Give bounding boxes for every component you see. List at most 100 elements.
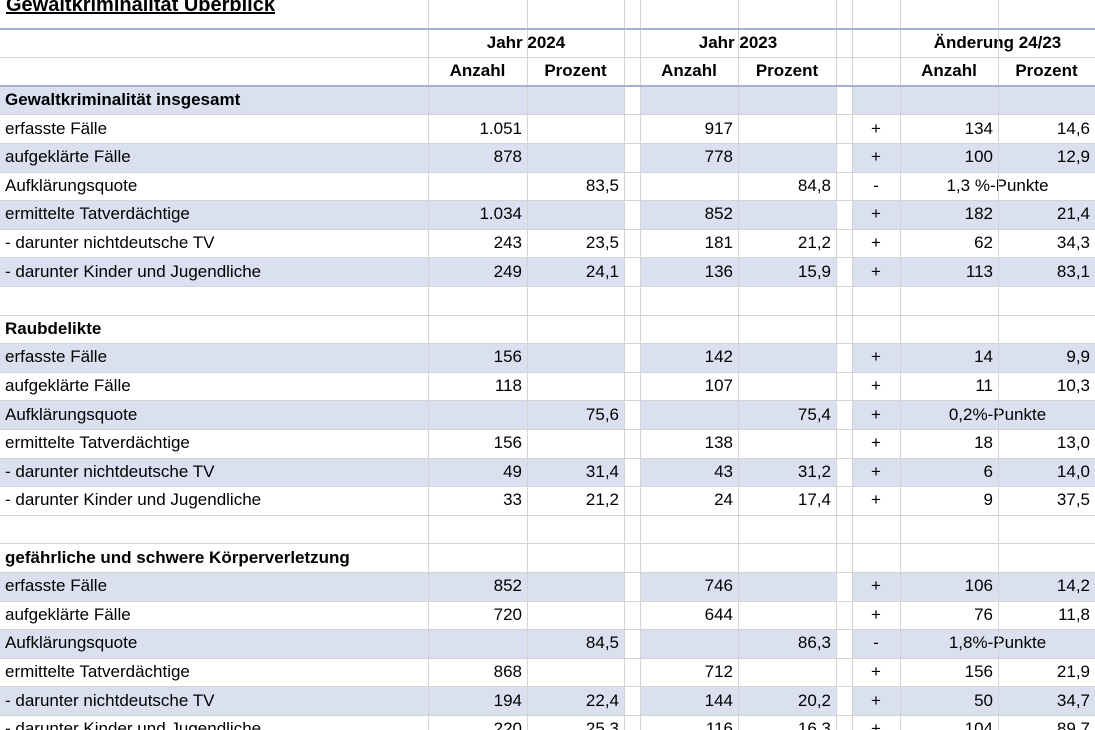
row-label[interactable]: Aufklärungsquote: [5, 633, 138, 653]
row-label[interactable]: - darunter nichtdeutsche TV: [5, 233, 215, 253]
cell-sign[interactable]: +: [871, 233, 881, 253]
cell-dp[interactable]: 11,8: [1058, 604, 1090, 624]
cell-p24[interactable]: [527, 114, 624, 143]
cell-sign[interactable]: +: [871, 204, 881, 224]
cell-p24[interactable]: [527, 572, 624, 601]
cell-p23[interactable]: 84,8: [797, 175, 831, 195]
cell-p24[interactable]: 83,5: [585, 175, 619, 195]
header-change-percent[interactable]: Prozent: [1015, 61, 1078, 81]
cell-a24[interactable]: 243: [493, 233, 522, 253]
header-2023-count[interactable]: Anzahl: [661, 61, 717, 81]
cell-dp[interactable]: 14,6: [1056, 118, 1090, 138]
cell-sign[interactable]: +: [871, 461, 881, 481]
cell-dp[interactable]: 34,7: [1056, 690, 1090, 710]
cell-a23[interactable]: 24: [714, 490, 733, 510]
cell-dp[interactable]: 34,3: [1056, 233, 1090, 253]
cell-a23[interactable]: 136: [704, 261, 733, 281]
row-label[interactable]: erfasste Fälle: [5, 118, 108, 138]
header-2024-percent[interactable]: Prozent: [544, 61, 607, 81]
section-title[interactable]: gefährliche und schwere Körperverletzung: [5, 547, 350, 567]
cell-quote-change[interactable]: 1,8%-Punkte: [900, 629, 1095, 658]
cell-a23[interactable]: 43: [714, 461, 733, 481]
cell-a24[interactable]: [428, 629, 527, 658]
cell-p24[interactable]: 23,5: [585, 233, 619, 253]
cell-sign[interactable]: +: [871, 433, 881, 453]
cell-da[interactable]: 113: [965, 261, 993, 281]
cell-dp[interactable]: 13,0: [1056, 433, 1090, 453]
cell-a23[interactable]: [640, 400, 738, 429]
cell-da[interactable]: 62: [974, 233, 993, 253]
cell-p23[interactable]: 17,4: [797, 490, 831, 510]
cell-a23[interactable]: 116: [705, 719, 733, 730]
cell-a23[interactable]: [640, 172, 738, 201]
cell-p23[interactable]: [738, 200, 836, 229]
cell-p23[interactable]: [738, 601, 836, 630]
row-label[interactable]: ermittelte Tatverdächtige: [5, 204, 190, 224]
cell-sign[interactable]: +: [871, 404, 881, 424]
group-header-2023[interactable]: Jahr 2023: [698, 32, 778, 52]
row-label[interactable]: - darunter Kinder und Jugendliche: [5, 719, 262, 730]
row-label[interactable]: aufgeklärte Fälle: [5, 604, 131, 624]
cell-a23[interactable]: 712: [704, 662, 733, 682]
cell-p24[interactable]: [527, 372, 624, 401]
cell-a23[interactable]: 778: [704, 147, 733, 167]
cell-p23[interactable]: [738, 572, 836, 601]
cell-da[interactable]: 156: [964, 662, 993, 682]
cell-dp[interactable]: 9,9: [1066, 347, 1090, 367]
cell-a24[interactable]: 1.051: [479, 118, 522, 138]
cell-sign[interactable]: +: [871, 490, 881, 510]
cell-p23[interactable]: 15,9: [797, 261, 831, 281]
cell-sign[interactable]: +: [871, 147, 881, 167]
cell-sign[interactable]: +: [871, 261, 881, 281]
group-header-2024[interactable]: Jahr 2024: [486, 32, 566, 52]
cell-a24[interactable]: 156: [493, 347, 522, 367]
cell-da[interactable]: 182: [964, 204, 993, 224]
cell-a24[interactable]: 118: [494, 376, 522, 396]
cell-sign[interactable]: +: [871, 376, 881, 396]
cell-sign[interactable]: +: [871, 118, 881, 138]
row-label[interactable]: aufgeklärte Fälle: [5, 147, 131, 167]
cell-p24[interactable]: 22,4: [585, 690, 619, 710]
row-label[interactable]: - darunter Kinder und Jugendliche: [5, 261, 262, 281]
cell-p24[interactable]: [527, 429, 624, 458]
section-title[interactable]: Raubdelikte: [5, 318, 102, 338]
cell-p23[interactable]: 16,3: [797, 719, 831, 730]
cell-p24[interactable]: 31,4: [585, 461, 619, 481]
cell-p24[interactable]: [527, 200, 624, 229]
cell-sign[interactable]: -: [873, 175, 879, 195]
cell-a24[interactable]: 720: [493, 604, 522, 624]
cell-a23[interactable]: 144: [704, 690, 733, 710]
cell-a24[interactable]: [428, 172, 527, 201]
cell-p24[interactable]: 84,5: [585, 633, 619, 653]
cell-p23[interactable]: 20,2: [797, 690, 831, 710]
cell-da[interactable]: 18: [974, 433, 993, 453]
cell-dp[interactable]: 12,9: [1056, 147, 1090, 167]
row-label[interactable]: erfasste Fälle: [5, 576, 108, 596]
cell-p23[interactable]: 31,2: [797, 461, 831, 481]
cell-da[interactable]: 11: [975, 376, 993, 396]
group-header-change[interactable]: Änderung 24/23: [933, 32, 1062, 52]
cell-dp[interactable]: 37,5: [1056, 490, 1090, 510]
cell-sign[interactable]: +: [871, 604, 881, 624]
cell-da[interactable]: 6: [983, 461, 993, 481]
cell-p24[interactable]: [527, 601, 624, 630]
cell-a23[interactable]: 107: [704, 376, 733, 396]
row-label[interactable]: - darunter nichtdeutsche TV: [5, 461, 215, 481]
section-title[interactable]: Gewaltkriminalität insgesamt: [5, 90, 241, 110]
cell-dp[interactable]: 83,1: [1056, 261, 1090, 281]
cell-da[interactable]: 134: [964, 118, 993, 138]
cell-dp[interactable]: 14,2: [1056, 576, 1090, 596]
cell-p23[interactable]: 21,2: [797, 233, 831, 253]
row-label[interactable]: ermittelte Tatverdächtige: [5, 662, 190, 682]
cell-a24[interactable]: 1.034: [479, 204, 522, 224]
cell-sign[interactable]: +: [871, 576, 881, 596]
cell-p24[interactable]: 21,2: [585, 490, 619, 510]
cell-a24[interactable]: [428, 400, 527, 429]
cell-a24[interactable]: 249: [493, 261, 522, 281]
row-label[interactable]: - darunter nichtdeutsche TV: [5, 690, 215, 710]
cell-p24[interactable]: 25,3: [585, 719, 619, 730]
cell-sign[interactable]: -: [873, 633, 879, 653]
cell-dp[interactable]: 14,0: [1056, 461, 1090, 481]
header-change-count[interactable]: Anzahl: [921, 61, 977, 81]
cell-p23[interactable]: [738, 343, 836, 372]
